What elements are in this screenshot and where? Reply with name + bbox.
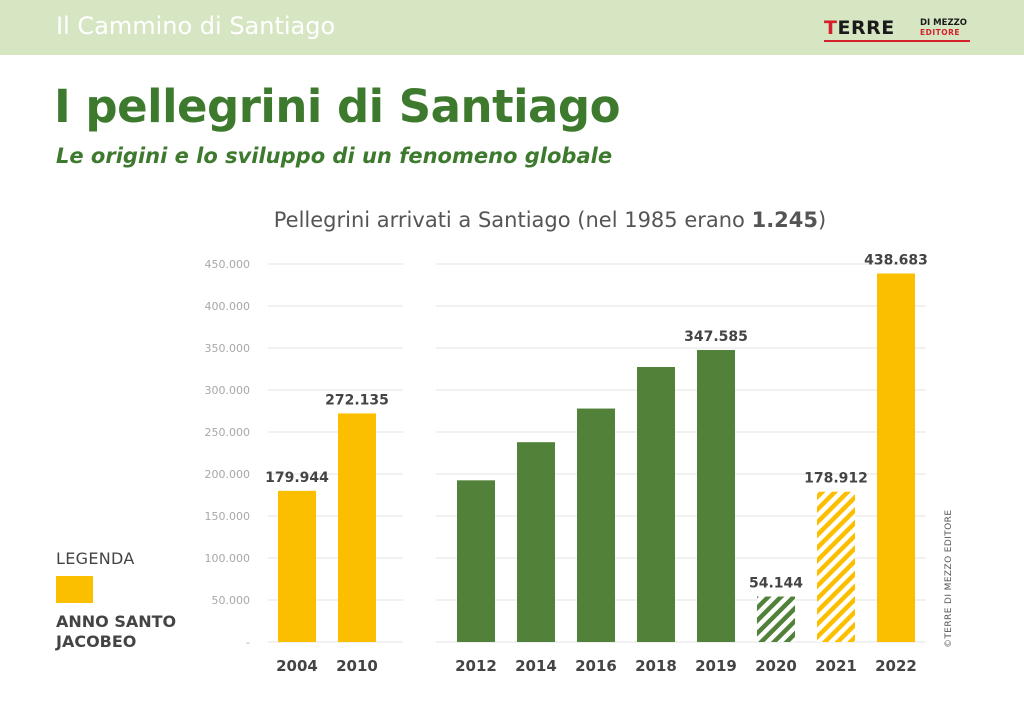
copyright-credit: ©TERRE DI MEZZO EDITORE (944, 509, 954, 648)
bar-2010 (338, 413, 376, 642)
y-tick-label: - (246, 636, 250, 649)
y-tick-label: 250.000 (205, 426, 251, 439)
bar-2021 (817, 491, 855, 642)
y-tick-label: 350.000 (205, 342, 251, 355)
bar-2016 (577, 408, 615, 642)
legend-label: ANNO SANTO JACOBEO (56, 612, 177, 651)
x-tick-label-2021: 2021 (815, 657, 857, 675)
publisher-logo: TERRE DI MEZZO EDITORE (824, 17, 974, 42)
x-tick-label-2019: 2019 (695, 657, 737, 675)
page-title: I pellegrini di Santiago (54, 80, 621, 133)
value-label-2010: 272.135 (325, 392, 389, 408)
bar-2004 (278, 490, 316, 642)
value-label-2022: 438.683 (864, 253, 928, 269)
legend-swatch (56, 576, 93, 603)
x-tick-label-2014: 2014 (515, 657, 557, 675)
legend-title: LEGENDA (56, 549, 135, 568)
top-bar: Il Cammino di Santiago TERRE DI MEZZO ED… (0, 0, 1024, 55)
x-tick-label-2004: 2004 (276, 657, 318, 675)
bar-2014 (517, 442, 555, 642)
logo-wordmark: TERRE (824, 17, 895, 39)
bar-2019 (697, 350, 735, 642)
x-tick-label-2018: 2018 (635, 657, 677, 675)
x-tick-label-2016: 2016 (575, 657, 617, 675)
logo-underline (824, 40, 970, 42)
chart-title: Pellegrini arrivati a Santiago (nel 1985… (273, 208, 827, 232)
value-label-2019: 347.585 (684, 329, 748, 345)
page-subtitle: Le origini e lo sviluppo di un fenomeno … (56, 144, 613, 168)
y-tick-label: 50.000 (212, 594, 251, 607)
y-tick-label: 100.000 (205, 552, 251, 565)
value-label-2021: 178.912 (804, 471, 868, 487)
bar-2020 (757, 596, 795, 642)
value-label-2004: 179.944 (265, 470, 329, 486)
section-title: Il Cammino di Santiago (56, 12, 336, 40)
logo-di-mezzo: DI MEZZO (920, 18, 967, 28)
y-tick-label: 450.000 (205, 258, 251, 271)
y-tick-label: 150.000 (205, 510, 251, 523)
x-tick-label-2010: 2010 (336, 657, 378, 675)
x-tick-label-2020: 2020 (755, 657, 797, 675)
bar-2022 (877, 273, 915, 642)
y-tick-label: 400.000 (205, 300, 251, 313)
bar-2012 (457, 480, 495, 642)
x-tick-label-2012: 2012 (455, 657, 497, 675)
y-tick-label: 200.000 (205, 468, 251, 481)
y-tick-label: 300.000 (205, 384, 251, 397)
logo-editore: EDITORE (920, 28, 961, 37)
value-label-2020: 54.144 (749, 576, 803, 592)
x-tick-label-2022: 2022 (875, 657, 917, 675)
bar-2018 (637, 367, 675, 642)
